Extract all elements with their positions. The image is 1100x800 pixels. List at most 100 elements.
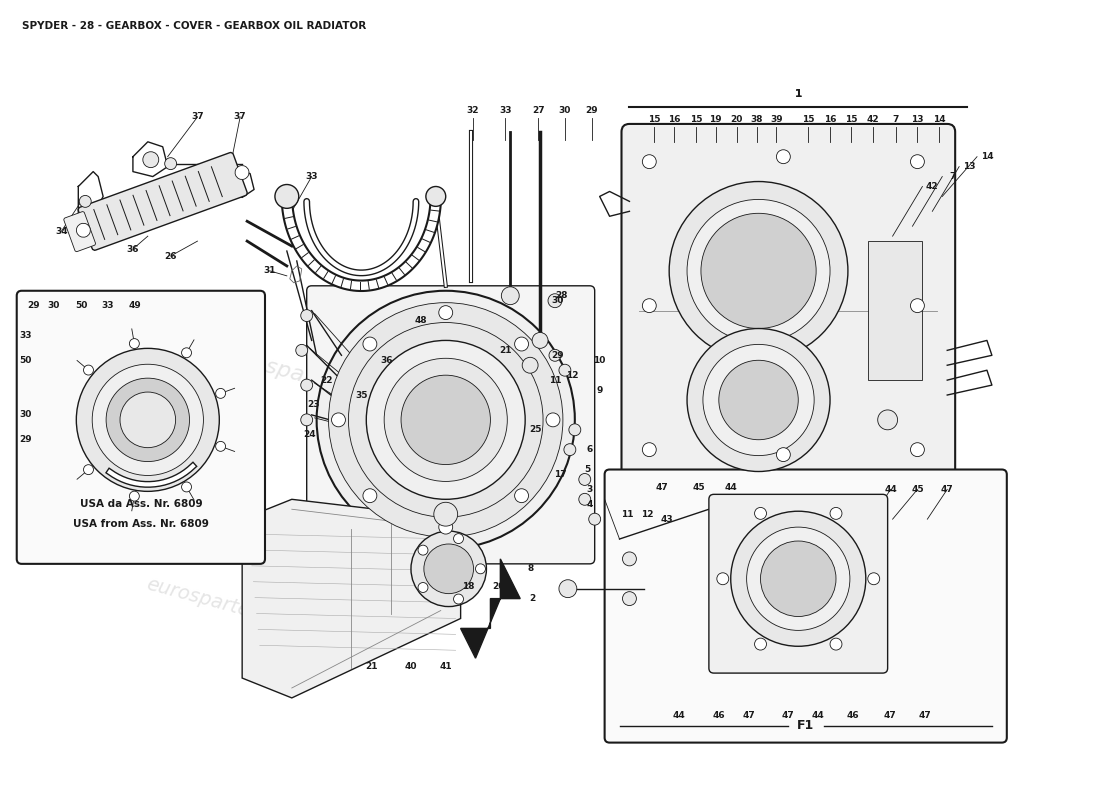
Text: 15: 15 (690, 115, 702, 125)
FancyBboxPatch shape (64, 211, 96, 252)
Circle shape (579, 494, 591, 506)
Circle shape (418, 582, 428, 593)
Circle shape (642, 298, 657, 313)
Text: 27: 27 (531, 106, 544, 114)
Text: 30: 30 (20, 410, 32, 419)
Circle shape (216, 389, 225, 398)
Text: 1: 1 (794, 89, 802, 99)
Text: eurospartes: eurospartes (632, 254, 766, 308)
Circle shape (623, 552, 637, 566)
Text: 47: 47 (883, 711, 896, 720)
Text: 43: 43 (661, 514, 673, 524)
Text: 9: 9 (596, 386, 603, 394)
Circle shape (549, 350, 561, 362)
Text: 5: 5 (584, 465, 591, 474)
Circle shape (755, 638, 767, 650)
Circle shape (522, 358, 538, 373)
Circle shape (106, 378, 189, 462)
Text: 14: 14 (980, 152, 993, 162)
Text: eurospartes: eurospartes (144, 574, 261, 623)
Circle shape (642, 154, 657, 169)
Text: 13: 13 (911, 115, 924, 125)
Circle shape (79, 195, 91, 207)
Text: F1: F1 (798, 719, 814, 732)
Text: 21: 21 (499, 346, 512, 355)
Text: eurospartes: eurospartes (682, 552, 815, 606)
Text: 47: 47 (918, 711, 932, 720)
Circle shape (760, 541, 836, 617)
Text: 16: 16 (668, 115, 681, 125)
Circle shape (76, 348, 219, 491)
Text: 23: 23 (307, 401, 320, 410)
Polygon shape (242, 499, 461, 698)
FancyBboxPatch shape (605, 470, 1006, 742)
Circle shape (830, 507, 842, 519)
Text: 13: 13 (962, 162, 976, 171)
Text: 30: 30 (559, 106, 571, 114)
Circle shape (878, 410, 898, 430)
Text: 7: 7 (892, 115, 899, 125)
Circle shape (475, 564, 485, 574)
Text: 30: 30 (552, 296, 564, 305)
Text: 6: 6 (586, 445, 593, 454)
Circle shape (300, 379, 312, 391)
Text: 12: 12 (565, 370, 579, 380)
Text: 11: 11 (549, 376, 561, 385)
Text: 37: 37 (191, 113, 204, 122)
Circle shape (515, 489, 528, 502)
Text: USA from Ass. Nr. 6809: USA from Ass. Nr. 6809 (73, 519, 209, 529)
Text: 37: 37 (234, 113, 246, 122)
Text: 14: 14 (933, 115, 946, 125)
Circle shape (453, 594, 463, 604)
Circle shape (453, 534, 463, 543)
Circle shape (363, 337, 377, 351)
Text: 12: 12 (641, 510, 653, 518)
Circle shape (548, 294, 562, 308)
Text: 50: 50 (20, 356, 32, 365)
Text: 15: 15 (802, 115, 814, 125)
Text: 2: 2 (529, 594, 536, 603)
Circle shape (755, 507, 767, 519)
Text: 33: 33 (102, 301, 114, 310)
Circle shape (701, 214, 816, 329)
Text: 45: 45 (693, 483, 705, 492)
Text: 47: 47 (782, 711, 794, 720)
Circle shape (235, 166, 249, 179)
Text: 47: 47 (742, 711, 755, 720)
Text: 18: 18 (462, 582, 475, 591)
Text: 39: 39 (770, 115, 783, 125)
Text: 45: 45 (911, 485, 924, 494)
Circle shape (747, 527, 850, 630)
Text: 38: 38 (750, 115, 762, 125)
Text: 17: 17 (553, 470, 566, 479)
Text: 25: 25 (529, 426, 541, 434)
Circle shape (300, 414, 312, 426)
Circle shape (411, 531, 486, 606)
Circle shape (502, 286, 519, 305)
Polygon shape (461, 559, 520, 658)
FancyBboxPatch shape (16, 290, 265, 564)
Circle shape (331, 413, 345, 427)
Text: 30: 30 (47, 301, 59, 310)
Text: 8: 8 (527, 564, 534, 574)
Circle shape (642, 442, 657, 457)
Circle shape (515, 337, 528, 351)
Circle shape (439, 520, 453, 534)
Text: 20: 20 (730, 115, 743, 125)
Text: 15: 15 (845, 115, 857, 125)
Text: 44: 44 (884, 485, 896, 494)
Text: 33: 33 (20, 331, 32, 340)
Bar (868, 241, 923, 380)
Circle shape (588, 514, 601, 525)
Circle shape (830, 638, 842, 650)
Text: 10: 10 (594, 356, 606, 365)
Circle shape (84, 465, 94, 474)
FancyBboxPatch shape (708, 494, 888, 673)
Circle shape (300, 310, 312, 322)
Circle shape (717, 573, 728, 585)
Circle shape (579, 474, 591, 486)
Text: USA da Ass. Nr. 6809: USA da Ass. Nr. 6809 (79, 499, 202, 510)
Circle shape (130, 338, 140, 349)
Text: 49: 49 (129, 301, 141, 310)
Circle shape (165, 158, 177, 170)
